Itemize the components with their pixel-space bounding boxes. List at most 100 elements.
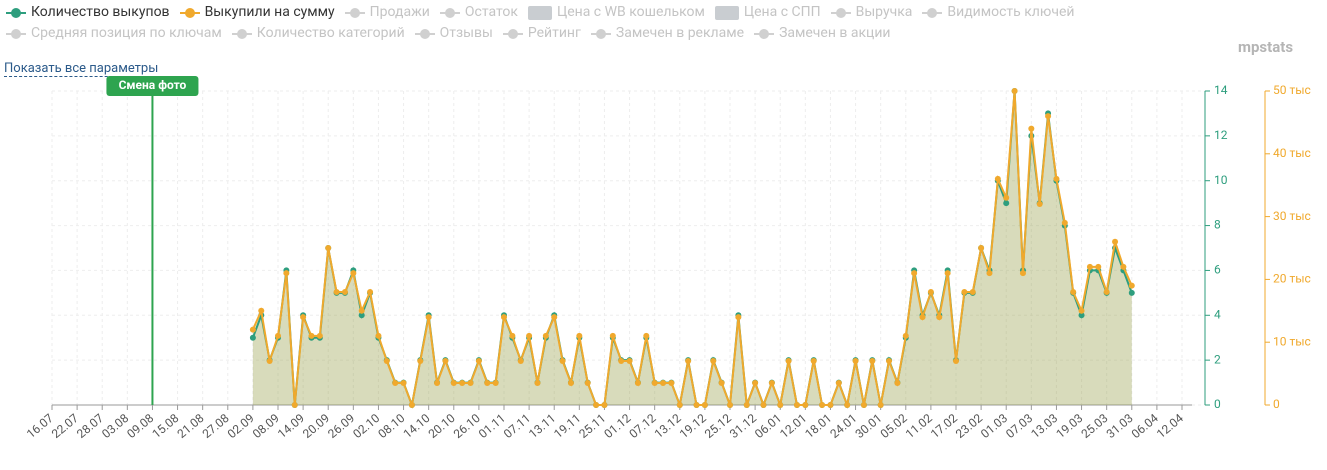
legend-item[interactable]: Выкупили на сумму [179,2,335,23]
legend-item[interactable]: Замечен в рекламе [590,23,744,44]
legend-icon [414,28,435,40]
legend-label: Количество категорий [256,25,405,41]
point [1003,200,1010,207]
legend-label: Видимость ключей [947,4,1075,20]
point [467,380,474,387]
point [316,332,323,339]
point [618,358,625,365]
legend-icon [527,5,552,20]
point [810,358,817,365]
y-tick-label: 6 [1214,263,1221,277]
x-tick-label: 07.12 [627,411,659,441]
legend-icon [6,7,26,19]
x-tick-label: 25.12 [702,411,734,441]
legend-item[interactable]: Замечен в акции [754,23,891,44]
x-tick-label: 01.03 [978,411,1010,441]
point [752,380,759,387]
point [643,332,650,339]
x-tick-label: 01.12 [601,411,633,441]
x-tick-label: 13.03 [1028,411,1060,441]
y-tick-label: 12 [1214,128,1228,142]
point [283,270,290,277]
point [1128,282,1135,289]
point [1028,125,1035,132]
y-tick-label: 4 [1214,307,1221,321]
legend-item[interactable]: Рейтинг [502,23,581,44]
point [501,314,507,321]
legend-item[interactable]: Цена с WB кошельком [527,2,705,23]
point [459,380,466,387]
point [693,402,700,408]
legend-item[interactable]: Количество категорий [231,23,405,44]
x-tick-label: 02.10 [350,411,382,441]
annotation-label: Смена фото [119,78,187,92]
legend-icon [344,7,365,19]
point [484,380,491,387]
legend-item[interactable]: Цена с СПП [714,2,821,23]
show-all-link[interactable]: Показать все параметры [4,61,159,77]
legend-item[interactable]: Остаток [439,2,518,23]
point [919,314,926,321]
point [584,380,591,387]
x-tick-label: 26.09 [325,411,357,441]
x-tick-label: 19.11 [551,411,583,441]
point [1070,288,1077,295]
point [559,358,566,365]
point [718,380,725,387]
x-tick-label: 24.01 [827,411,859,441]
x-tick-label: 07.03 [1003,411,1035,441]
point [860,402,867,408]
x-tick-label: 22.07 [49,411,81,441]
legend-icon [439,7,460,19]
point [1128,289,1135,296]
x-tick-label: 06.04 [1129,411,1161,441]
legend-item[interactable]: Продажи [344,2,430,23]
x-tick-label: 09.08 [124,411,156,441]
point [333,288,340,295]
legend-item[interactable]: Видимость ключей [922,2,1074,23]
legend-icon [179,7,200,19]
legend-label: Остаток [464,4,518,20]
x-tick-label: 08.09 [250,411,282,441]
legend-label: Цена с WB кошельком [556,4,705,20]
point [1019,270,1026,277]
y-tick-label: 10 [1214,173,1228,187]
legend-item[interactable]: Средняя позиция по ключам [6,23,222,44]
point [994,175,1001,182]
point [308,332,315,339]
x-tick-label: 16.07 [24,411,56,441]
point [894,380,901,387]
point [685,358,692,365]
point [266,358,273,365]
point [710,358,717,365]
y-tick-label: 2 [1214,352,1221,366]
point [551,314,558,321]
legend-item[interactable]: Выручка [830,2,912,23]
point [291,402,298,408]
point [593,402,600,408]
legend-label: Выкупили на сумму [204,4,335,20]
point [358,312,365,319]
x-tick-label: 18.01 [802,411,834,441]
legend-item[interactable]: Количество выкупов [6,2,170,23]
point [1036,201,1043,208]
y2-tick-label: 10 тыс [1273,334,1311,348]
point [886,358,893,365]
x-tick-label: 07.11 [501,411,533,441]
point [927,288,934,295]
y-tick-label: 0 [1214,397,1221,411]
point [400,380,407,387]
point [1078,307,1085,314]
legend-icon [6,28,26,40]
point [869,358,876,365]
point [877,402,884,408]
legend-item[interactable]: Отзывы [414,23,493,44]
point [978,245,985,251]
series-line [251,90,1133,409]
point [300,314,307,321]
annotation-box [106,76,199,96]
x-tick-label: 25.03 [1079,411,1111,441]
x-tick-label: 26.10 [451,411,483,441]
point [743,402,750,408]
